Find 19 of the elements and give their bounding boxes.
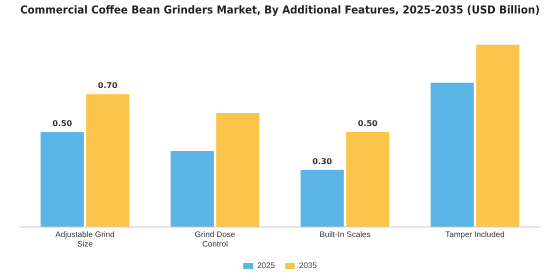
- bar: [300, 170, 344, 227]
- bar: [170, 150, 214, 227]
- data-label: 0.70: [98, 81, 118, 90]
- x-tick-label: Grind Dose Control: [194, 230, 236, 248]
- x-tick-label: Adjustable Grind Size: [55, 230, 115, 248]
- x-tick-label: Built-In Scales: [319, 230, 371, 239]
- data-label: 0.50: [358, 119, 378, 128]
- data-label: 0.30: [312, 157, 333, 166]
- bar: [476, 44, 520, 227]
- bar: [40, 132, 84, 227]
- bar: [86, 94, 130, 227]
- bar: [346, 132, 390, 227]
- bar: [430, 82, 474, 227]
- legend-label: 2035: [299, 261, 318, 270]
- chart-title: Commercial Coffee Bean Grinders Market, By Additional Features, 2025-2035 (USD Billion): [20, 4, 540, 17]
- legend-label: 2025: [257, 261, 276, 270]
- x-tick-label: Tamper Included: [445, 230, 505, 239]
- data-label: 0.50: [52, 119, 73, 128]
- bar: [216, 113, 260, 227]
